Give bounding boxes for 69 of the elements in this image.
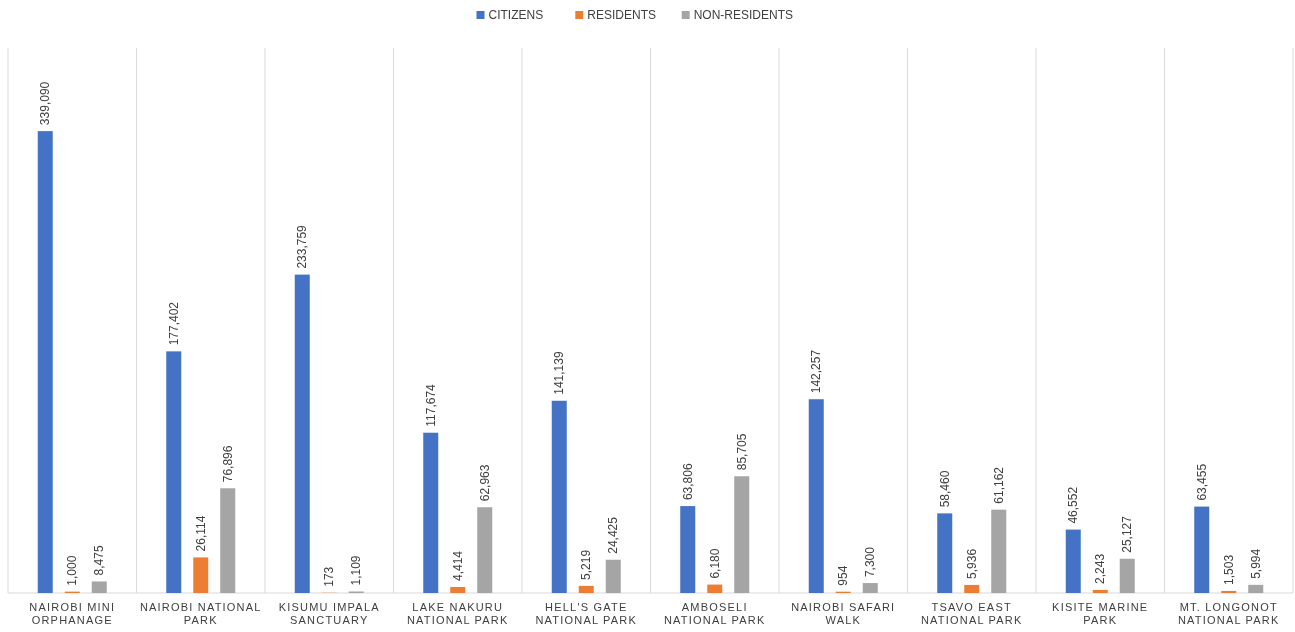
data-label: 63,806 xyxy=(680,463,695,501)
bar xyxy=(964,584,980,593)
bar xyxy=(707,584,723,593)
legend-label: CITIZENS xyxy=(488,8,544,22)
data-label: 62,963 xyxy=(477,464,492,502)
data-label: 5,936 xyxy=(964,548,979,579)
data-label: 61,162 xyxy=(991,466,1006,504)
data-label: 85,705 xyxy=(734,433,749,471)
data-label: 117,674 xyxy=(423,383,438,427)
data-label: 58,460 xyxy=(937,470,952,508)
bar xyxy=(1092,589,1108,593)
bar xyxy=(220,488,236,593)
data-label: 141,139 xyxy=(552,351,567,395)
data-label: 233,759 xyxy=(295,224,310,269)
data-label: 2,243 xyxy=(1093,553,1108,584)
bar xyxy=(423,432,439,593)
bar xyxy=(91,581,107,593)
bar xyxy=(477,507,493,593)
bar xyxy=(680,506,696,593)
data-label: 954 xyxy=(836,565,851,586)
x-tick-label: LAKE NAKURU NATIONAL PARK xyxy=(406,601,509,626)
x-tick-label: HELL'S GATE NATIONAL PARK xyxy=(535,601,638,626)
data-label: 1,109 xyxy=(349,555,364,586)
data-label: 173 xyxy=(322,566,337,587)
bar xyxy=(862,583,878,593)
data-label: 6,180 xyxy=(707,548,722,579)
x-tick-label: NAIROBI NATIONAL PARK xyxy=(139,601,262,626)
data-label: 25,127 xyxy=(1120,515,1135,553)
bar xyxy=(937,513,953,593)
x-tick-label: NAIROBI SAFARI WALK xyxy=(791,601,896,626)
bar xyxy=(734,476,750,593)
data-label: 24,425 xyxy=(606,516,621,554)
data-label: 26,114 xyxy=(193,515,208,552)
data-label: 1,000 xyxy=(65,555,80,586)
bar xyxy=(37,131,53,593)
bar xyxy=(551,400,567,593)
data-label: 76,896 xyxy=(220,445,235,483)
bar xyxy=(1065,529,1081,593)
x-tick-label: KISITE MARINE PARK xyxy=(1052,601,1149,626)
bar xyxy=(1221,590,1237,593)
data-label: 142,257 xyxy=(809,349,824,394)
legend-label: NON-RESIDENTS xyxy=(693,8,794,22)
bar xyxy=(578,585,594,593)
x-tick-label: NAIROBI MINI ORPHANAGE xyxy=(29,601,116,626)
data-label: 8,475 xyxy=(92,545,107,576)
bar xyxy=(450,586,466,593)
x-tick-label: TSAVO EAST NATIONAL PARK xyxy=(920,601,1023,626)
data-label: 7,300 xyxy=(863,546,878,578)
data-label: 4,414 xyxy=(450,550,465,581)
bar xyxy=(605,559,621,593)
bar xyxy=(193,557,209,593)
bar xyxy=(1119,558,1135,593)
bar xyxy=(808,399,824,593)
bar xyxy=(991,509,1007,593)
x-tick-label: KISUMU IMPALA SANCTUARY xyxy=(278,601,380,626)
data-label: 5,994 xyxy=(1248,548,1263,579)
bar xyxy=(1248,584,1264,593)
bar xyxy=(166,351,182,593)
data-label: 63,455 xyxy=(1194,463,1209,501)
x-tick-label: MT. LONGONOT NATIONAL PARK xyxy=(1177,601,1280,626)
x-tick-label: AMBOSELI NATIONAL PARK xyxy=(663,601,766,626)
data-label: 5,219 xyxy=(579,549,594,580)
legend-label: RESIDENTS xyxy=(587,8,656,22)
data-label: 1,503 xyxy=(1221,554,1236,585)
bar xyxy=(1194,506,1210,593)
data-label: 339,090 xyxy=(38,81,53,126)
data-label: 177,402 xyxy=(166,301,181,346)
data-label: 46,552 xyxy=(1066,486,1081,524)
bar xyxy=(294,274,310,593)
